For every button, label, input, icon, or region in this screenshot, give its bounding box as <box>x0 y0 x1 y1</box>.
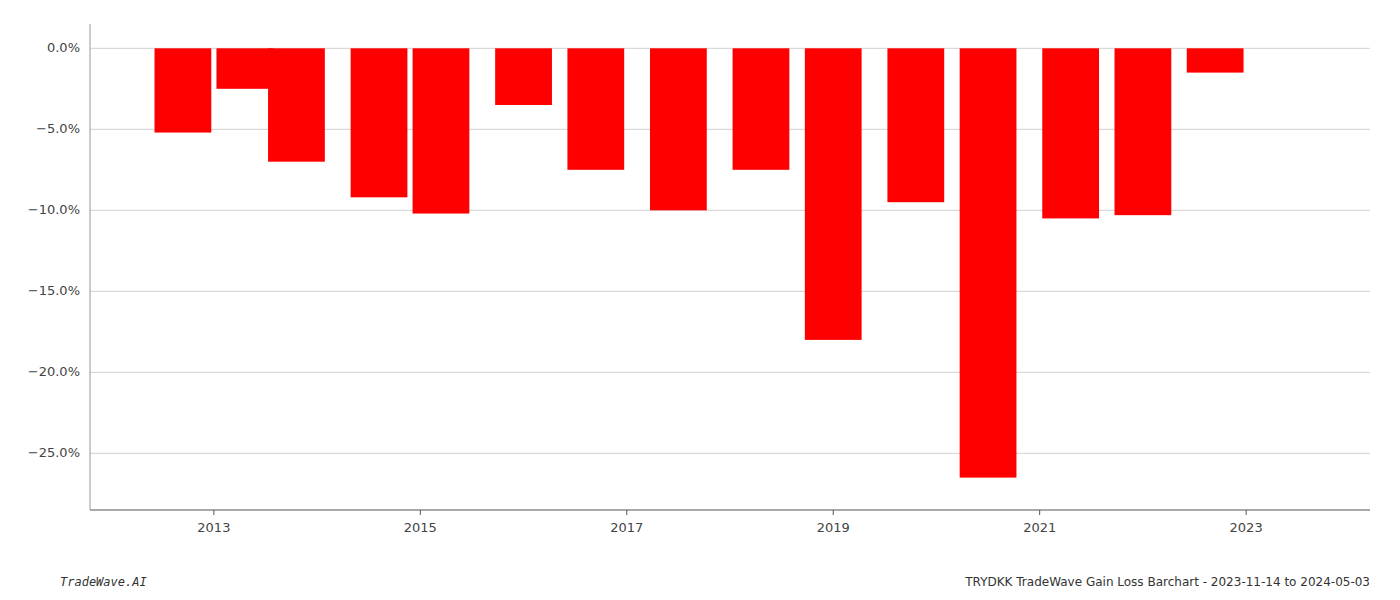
bar <box>960 48 1017 477</box>
y-tick-label: −25.0% <box>28 445 80 460</box>
bar <box>351 48 408 197</box>
bar <box>805 48 862 340</box>
x-tick-label: 2015 <box>404 520 437 535</box>
x-tick-label: 2019 <box>817 520 850 535</box>
x-tick-label: 2021 <box>1023 520 1056 535</box>
y-ticks: 0.0% −5.0% −10.0% −15.0% −20.0% −25.0% <box>28 40 80 460</box>
y-tick-label: 0.0% <box>47 40 80 55</box>
x-axis-line <box>90 510 1370 511</box>
y-tick-label: −20.0% <box>28 364 80 379</box>
chart: 0.0%−5.0%−10.0%−15.0%−20.0%−25.0%2013201… <box>0 0 1400 600</box>
bar <box>650 48 707 210</box>
bar <box>216 48 273 89</box>
bar <box>887 48 944 202</box>
bar <box>567 48 624 170</box>
footer-right: TRYDKK TradeWave Gain Loss Barchart - 20… <box>964 575 1370 589</box>
bar <box>413 48 470 213</box>
x-tick <box>1039 510 1040 515</box>
bar <box>1187 48 1244 72</box>
x-tick-label: 2023 <box>1230 520 1263 535</box>
grid-line <box>90 291 1370 292</box>
x-tick <box>833 510 834 515</box>
footer-left: TradeWave.AI <box>60 575 147 589</box>
bar <box>268 48 325 161</box>
bar <box>495 48 552 105</box>
bar <box>1042 48 1099 218</box>
x-tick-label: 2013 <box>197 520 230 535</box>
page: {"chart_data": {"type": "bar", "x": [201… <box>0 0 1400 600</box>
x-tick-label: 2017 <box>610 520 643 535</box>
grid-line <box>90 453 1370 454</box>
grid <box>90 48 1370 453</box>
bar <box>1115 48 1172 215</box>
bar <box>733 48 790 170</box>
x-tick <box>626 510 627 515</box>
bars <box>155 48 1244 477</box>
y-tick-label: −15.0% <box>28 283 80 298</box>
y-tick-label: −10.0% <box>28 202 80 217</box>
x-tick <box>1246 510 1247 515</box>
x-tick <box>213 510 214 515</box>
grid-line <box>90 372 1370 373</box>
x-tick <box>420 510 421 515</box>
x-ticks: 2013 2015 2017 2019 2021 2023 <box>197 510 1262 535</box>
bar <box>155 48 212 132</box>
grid-line <box>90 210 1370 211</box>
y-axis-line <box>90 24 91 510</box>
y-tick-label: −5.0% <box>36 121 80 136</box>
